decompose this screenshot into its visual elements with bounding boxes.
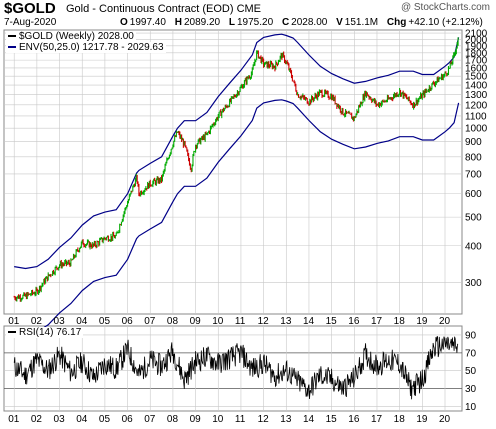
env-legend-label: ENV(50,25.0) 1217.78 - 2029.63 [19,42,164,53]
price-y-tick: 800 [465,152,482,163]
symbol-title: $GOLD [4,0,56,17]
rsi-x-tick: 01 [8,414,20,425]
price-x-tick: 12 [258,316,270,327]
price-y-tick: 1400 [465,81,488,92]
price-x-tick: 18 [394,316,406,327]
rsi-y-tick: 10 [465,402,477,413]
rsi-y-tick: 30 [465,384,477,395]
price-y-tick: 1700 [465,56,488,67]
price-x-tick: 13 [280,316,292,327]
price-y-tick: 1100 [465,111,487,122]
price-x-tick: 09 [190,316,202,327]
price-x-tick: 08 [167,316,179,327]
env-upper-line [14,33,460,270]
price-x-tick: 02 [31,316,43,327]
rsi-x-tick: 02 [31,414,43,425]
open-value: 1997.40 [129,17,166,28]
price-panel-frame [3,29,463,315]
price-y-tick: 1600 [465,63,488,74]
price-x-tick: 03 [54,316,66,327]
price-y-tick: 1300 [465,90,488,101]
price-x-tick: 07 [144,316,156,327]
copyright[interactable]: @ StockCharts.com [400,2,490,13]
price-y-tick: 700 [465,169,482,180]
change-value: +42.10 (+2.12%) [408,17,483,28]
rsi-y-tick: 50 [465,366,477,377]
rsi-x-tick: 10 [212,414,224,425]
price-x-tick: 14 [303,316,315,327]
close-value: 2028.00 [291,17,328,28]
contract-description: Gold - Continuous Contract (EOD) [66,3,234,15]
price-x-tick: 19 [416,316,428,327]
volume-value: 151.1M [344,17,379,28]
price-y-tick: 1500 [465,72,488,83]
price-y-tick: 300 [465,278,482,289]
rsi-panel-frame [3,325,463,412]
price-y-tick: 1800 [465,48,488,59]
price-x-tick: 15 [326,316,338,327]
price-y-tick: 1900 [465,41,488,52]
rsi-x-tick: 05 [99,414,111,425]
rsi-x-tick: 11 [235,414,246,425]
price-y-tick: 600 [465,189,482,200]
price-y-tick: 1000 [465,124,488,135]
price-x-tick: 05 [99,316,111,327]
price-x-tick: 11 [235,316,246,327]
rsi-x-tick: 13 [280,414,292,425]
rsi-x-tick: 17 [371,414,383,425]
low-label: L [228,17,235,28]
price-x-tick: 16 [348,316,360,327]
rsi-x-tick: 08 [167,414,179,425]
price-y-tick: 2100 [465,29,488,40]
ohlc-bar: O 1997.40 H 2089.20 L 1975.20 C 2028.00 V 151… [120,17,489,28]
quote-date: 7-Aug-2020 [4,17,57,28]
rsi-x-tick: 07 [144,414,156,425]
price-x-tick: 06 [122,316,134,327]
high-value: 2089.20 [183,17,221,28]
rsi-x-tick: 16 [348,414,360,425]
open-label: O [120,17,128,28]
description-line: Gold - Continuous Contract (EOD) CME [66,3,261,15]
price-y-tick: 500 [465,213,482,224]
change-label: Chg [386,17,407,28]
price-x-tick: 04 [76,316,88,327]
price-x-tick: 17 [371,316,383,327]
rsi-x-tick: 06 [122,414,134,425]
exchange: CME [236,3,262,15]
rsi-x-tick: 09 [190,414,202,425]
price-legend: $GOLD (Weekly) 2028.00 [6,31,136,42]
rsi-x-tick: 12 [258,414,270,425]
rsi-x-tick: 20 [439,414,451,425]
rsi-line [13,336,459,400]
rsi-y-tick: 70 [465,348,477,359]
price-y-tick: 1200 [465,100,488,111]
price-x-tick: 01 [8,316,20,327]
env-lower-line [14,99,460,335]
rsi-x-tick: 19 [416,414,428,425]
rsi-legend: RSI(14) 76.17 [6,327,84,338]
rsi-x-tick: 15 [326,414,338,425]
high-label: H [174,17,182,28]
price-y-tick: 400 [465,241,482,252]
price-legend-marker [8,35,16,38]
low-value: 1975.20 [237,17,274,28]
price-y-tick: 2000 [465,35,488,46]
rsi-x-tick: 14 [303,414,315,425]
rsi-x-tick: 03 [54,414,66,425]
rsi-y-tick: 90 [465,330,477,341]
rsi-legend-marker [8,331,16,334]
rsi-legend-label: RSI(14) 76.17 [19,327,82,338]
env-legend: ENV(50,25.0) 1217.78 - 2029.63 [6,42,166,53]
volume-label: V [336,17,343,28]
price-x-tick: 20 [439,316,451,327]
close-label: C [281,17,290,28]
price-x-tick: 10 [212,316,224,327]
env-legend-marker [8,46,16,49]
price-y-tick: 900 [465,137,482,148]
rsi-x-tick: 18 [394,414,406,425]
rsi-x-tick: 04 [76,414,88,425]
price-legend-label: $GOLD (Weekly) 2028.00 [19,31,134,42]
